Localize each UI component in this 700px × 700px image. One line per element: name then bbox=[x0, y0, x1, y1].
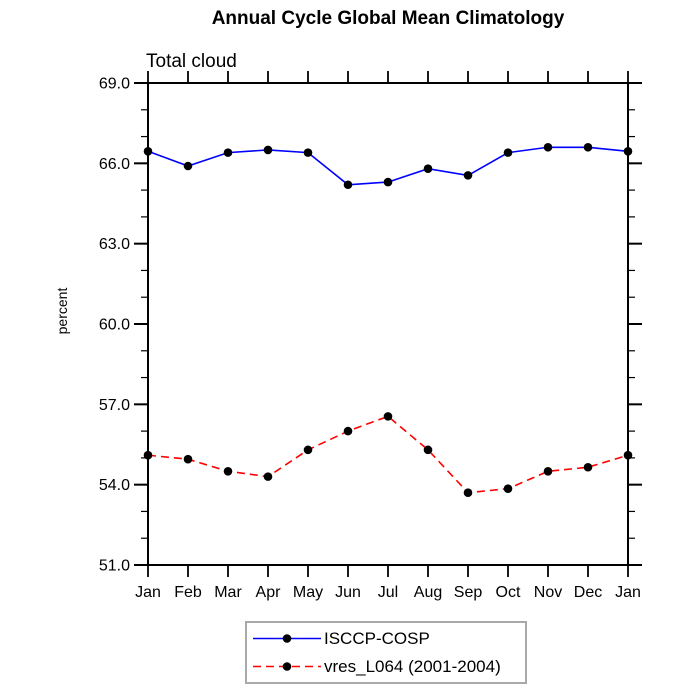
data-point-marker bbox=[463, 488, 473, 498]
data-point-marker bbox=[183, 161, 193, 171]
x-tick-label: Apr bbox=[256, 584, 282, 601]
data-point-marker bbox=[623, 450, 633, 460]
legend-item-isccp-cosp: ISCCP-COSP bbox=[251, 625, 525, 653]
data-point-marker bbox=[263, 145, 273, 155]
legend-label: vres_L064 (2001-2004) bbox=[324, 656, 501, 676]
x-tick-label: Jul bbox=[378, 584, 398, 601]
x-tick-label: Sep bbox=[454, 584, 483, 601]
series-line-1 bbox=[147, 415, 629, 494]
legend-item-vres-l064: vres_L064 (2001-2004) bbox=[251, 653, 525, 681]
x-tick-label: Nov bbox=[534, 584, 562, 601]
data-point-marker bbox=[583, 462, 593, 472]
legend-marker bbox=[282, 634, 292, 643]
data-point-marker bbox=[503, 484, 513, 493]
x-tick-label: Jan bbox=[615, 584, 641, 601]
data-point-marker bbox=[223, 466, 233, 476]
chart-title: Annual Cycle Global Mean Climatology bbox=[211, 8, 565, 29]
legend: ISCCP-COSP vres_L064 (2001-2004) bbox=[245, 621, 527, 684]
data-point-marker bbox=[583, 142, 593, 152]
data-point-marker bbox=[303, 445, 313, 455]
data-point-marker bbox=[383, 412, 393, 421]
legend-marker bbox=[282, 662, 292, 671]
x-tick-label: Jan bbox=[135, 584, 161, 601]
data-point-marker bbox=[423, 445, 433, 455]
x-tick-label: Jun bbox=[335, 584, 361, 601]
x-tick-label: Oct bbox=[496, 584, 521, 601]
data-point-marker bbox=[623, 146, 633, 156]
x-tick-label: Mar bbox=[214, 584, 242, 601]
x-tick-label: Dec bbox=[574, 584, 602, 601]
data-point-marker bbox=[383, 177, 393, 187]
data-point-marker bbox=[143, 450, 153, 460]
y-tick-label: 63.0 bbox=[99, 236, 130, 253]
legend-line-sample-icon bbox=[253, 662, 321, 671]
legend-line-sample-icon bbox=[253, 634, 321, 643]
data-point-marker bbox=[543, 466, 553, 476]
y-tick-label: 60.0 bbox=[99, 317, 130, 334]
y-tick-label: 51.0 bbox=[99, 558, 130, 575]
data-point-marker bbox=[303, 148, 313, 157]
plot-frame bbox=[147, 82, 629, 566]
y-tick-label: 69.0 bbox=[99, 76, 130, 93]
data-point-marker bbox=[423, 164, 433, 173]
data-point-marker bbox=[343, 180, 353, 190]
y-tick-label: 54.0 bbox=[99, 477, 130, 494]
x-tick-label: Feb bbox=[174, 584, 202, 601]
x-tick-label: May bbox=[293, 584, 323, 601]
chart-subtitle: Total cloud bbox=[146, 51, 237, 72]
data-point-marker bbox=[223, 148, 233, 157]
data-point-marker bbox=[503, 148, 513, 157]
data-point-marker bbox=[183, 454, 193, 464]
data-point-marker bbox=[143, 146, 153, 156]
y-tick-label: 66.0 bbox=[99, 156, 130, 173]
legend-label: ISCCP-COSP bbox=[324, 628, 430, 648]
data-point-marker bbox=[463, 171, 473, 180]
y-tick-label: 57.0 bbox=[99, 397, 130, 414]
data-point-marker bbox=[263, 472, 273, 481]
data-point-marker bbox=[343, 426, 353, 436]
x-tick-label: Aug bbox=[414, 584, 442, 601]
data-point-marker bbox=[543, 142, 553, 152]
